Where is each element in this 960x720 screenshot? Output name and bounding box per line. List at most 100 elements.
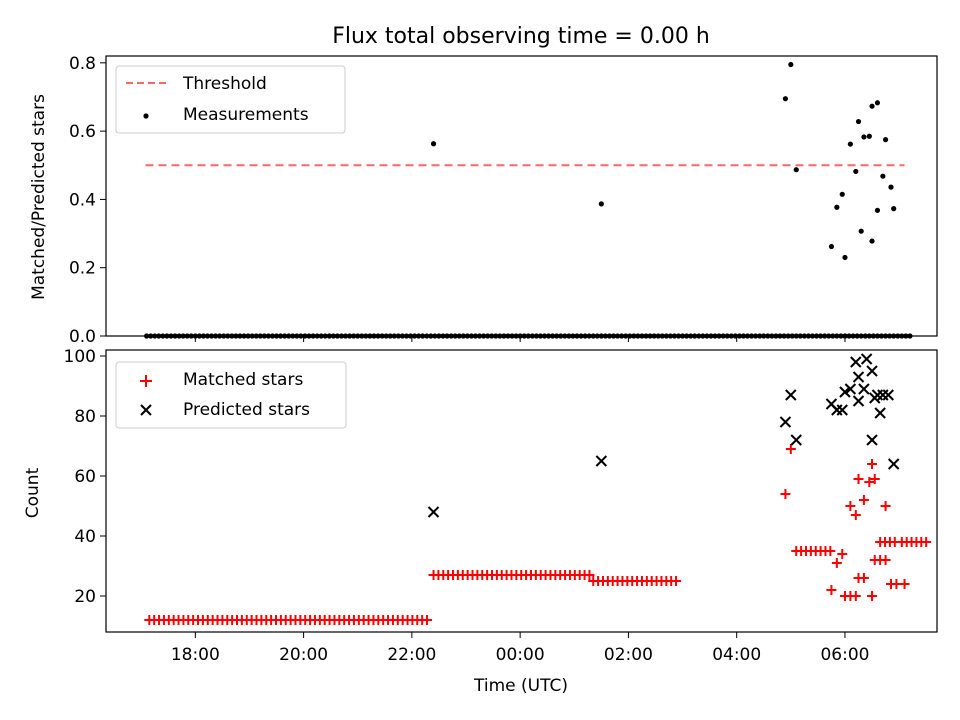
- matched-star-point: [785, 444, 796, 454]
- measurement-point: [407, 333, 414, 339]
- bottom-ytick-label: 100: [64, 347, 96, 367]
- predicted-star-stroke-b: [866, 365, 878, 377]
- matched-star-point: [899, 579, 910, 589]
- predicted-star-point: [852, 395, 865, 407]
- chart-title: Flux total observing time = 0.00 h: [332, 24, 710, 49]
- xtick-label: 02:00: [604, 645, 653, 665]
- matched-star-point: [921, 537, 932, 547]
- measurement-point: [204, 333, 211, 339]
- predicted-star-stroke-b: [860, 353, 873, 365]
- measurement-point: [610, 333, 617, 339]
- xtick-label: 18:00: [171, 645, 220, 665]
- measurement-point: [788, 61, 794, 68]
- measurement-point: [732, 333, 738, 339]
- measurement-point: [854, 333, 860, 339]
- predicted-star-point: [874, 407, 886, 419]
- measurement-point: [286, 333, 292, 339]
- measurement-point: [541, 333, 548, 339]
- matched-star-point: [845, 501, 856, 511]
- measurement-point: [558, 333, 564, 339]
- predicted-star-stroke-b: [836, 404, 848, 416]
- measurement-point: [882, 333, 889, 339]
- measurement-point: [688, 333, 694, 339]
- measurement-point: [472, 333, 479, 339]
- measurement-point: [753, 333, 759, 339]
- bottom-ytick-label: 20: [74, 587, 96, 607]
- matched-star-point: [853, 474, 864, 484]
- bottom-legend: Matched stars Predicted stars: [115, 361, 347, 429]
- measurement-point: [273, 333, 280, 339]
- measurement-point: [456, 333, 462, 339]
- measurement-point: [464, 333, 470, 339]
- measurement-point: [440, 333, 446, 339]
- bottom-ylabel: Count: [23, 467, 43, 518]
- measurement-point: [517, 333, 523, 339]
- measurement-point: [818, 333, 824, 339]
- measurement-point: [265, 333, 272, 339]
- measurement-point: [813, 333, 820, 339]
- measurement-point: [164, 333, 170, 339]
- predicted-star-point: [839, 386, 851, 398]
- xtick-label: 06:00: [820, 645, 869, 665]
- measurement-point: [383, 333, 389, 339]
- measurement-point: [326, 333, 332, 339]
- measurement-point: [184, 333, 190, 339]
- matched-star-point: [826, 585, 837, 595]
- predicted-star-stroke-b: [427, 506, 440, 518]
- measurement-point: [428, 333, 434, 339]
- measurement-point: [869, 238, 875, 244]
- bottom-ytick-label: 40: [74, 527, 96, 547]
- measurement-point: [858, 333, 864, 339]
- measurement-point: [148, 333, 154, 339]
- measurement-point: [347, 333, 353, 339]
- measurement-point: [647, 333, 653, 339]
- predicted-star-point: [877, 389, 889, 401]
- predicted-star-point: [790, 434, 802, 446]
- predicted-star-point: [779, 416, 792, 428]
- bottom-plot: 20 40 60 80 100 18:00 20:00 22:00 00:00 02:00 04:0…: [64, 347, 938, 665]
- measurement-point: [481, 333, 487, 339]
- measurement-point: [525, 333, 531, 339]
- predicted-star-point: [860, 353, 873, 365]
- measurement-point: [861, 134, 867, 140]
- measurement-point: [282, 333, 288, 339]
- measurement-point: [217, 333, 223, 339]
- measurement-point: [497, 333, 503, 339]
- matched-star-point: [831, 558, 842, 568]
- measurement-point: [363, 333, 369, 339]
- measurement-point: [761, 333, 767, 339]
- measurement-point: [314, 333, 320, 339]
- predicted-star-stroke-b: [866, 434, 878, 446]
- measurement-point: [874, 207, 881, 213]
- predicted-star-stroke-b: [785, 389, 797, 401]
- top-legend: Threshold Measurements: [115, 65, 346, 134]
- measurement-point: [834, 204, 840, 210]
- measurement-point: [870, 333, 876, 339]
- measurement-point: [651, 333, 657, 339]
- measurement-point: [822, 333, 828, 339]
- measurement-point: [598, 201, 604, 207]
- measurement-point: [639, 333, 645, 339]
- measurement-point: [172, 333, 178, 339]
- measurement-point: [509, 333, 515, 339]
- measurement-point: [801, 333, 807, 339]
- measurement-point: [869, 103, 875, 109]
- measurement-point: [614, 333, 621, 339]
- predicted-star-point: [866, 434, 878, 446]
- matched-star-point: [850, 591, 861, 601]
- measurement-point: [847, 141, 853, 147]
- matched-star-point: [867, 459, 878, 469]
- measurement-point: [887, 333, 893, 339]
- measurement-point: [257, 333, 263, 339]
- measurement-point: [371, 333, 377, 339]
- top-ylabel: Matched/Predicted stars: [29, 94, 49, 300]
- predicted-legend-label: Predicted stars: [183, 400, 310, 420]
- measurement-point: [903, 333, 909, 339]
- measurement-point: [537, 333, 544, 339]
- matched-star-point: [850, 510, 861, 520]
- measurements-legend-label: Measurements: [183, 105, 309, 125]
- measurement-point: [590, 333, 596, 339]
- predicted-star-stroke-b: [887, 458, 900, 470]
- measurement-point: [855, 118, 862, 125]
- xtick-label: 22:00: [387, 645, 436, 665]
